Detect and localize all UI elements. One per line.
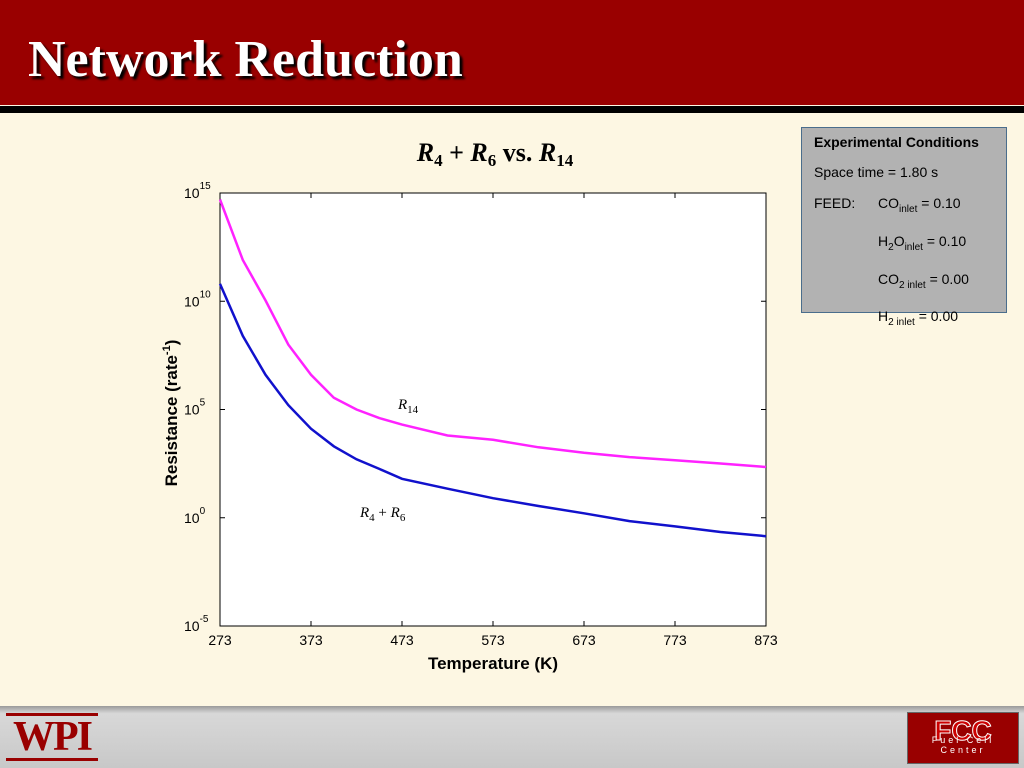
y-label-part: -1 — [161, 345, 173, 355]
fcc-logo: FCC Fuel Cell Center — [907, 712, 1019, 764]
series-label-sub: 14 — [407, 404, 419, 416]
y-tick-label: 1010 — [184, 289, 211, 309]
y-tick-base: 10 — [184, 402, 200, 418]
x-tick-label: 373 — [299, 632, 323, 648]
feed: FEED: COinlet = 0.10 H2Oinlet = 0.10 CO2… — [814, 195, 1006, 346]
feed-row: CO2 inlet = 0.00 — [878, 271, 969, 294]
x-axis-label: Temperature (K) — [428, 654, 558, 673]
x-tick-label: 573 — [481, 632, 505, 648]
x-tick-label: 473 — [390, 632, 414, 648]
header-bar — [0, 0, 1024, 105]
y-axis-label: Resistance (rate-1) — [161, 340, 181, 487]
plot-area — [219, 192, 767, 627]
header-rule — [0, 106, 1024, 113]
series-label-part: R — [397, 397, 407, 413]
y-tick-exponent: 10 — [200, 289, 212, 300]
chart: R4 + R6 vs. R14 Temperature (K) Resistan… — [161, 138, 778, 673]
title-part: 6 — [488, 151, 497, 170]
series-label-part: R — [390, 505, 400, 521]
x-tick-label: 673 — [572, 632, 596, 648]
feed-row: H2 inlet = 0.00 — [878, 308, 969, 331]
series-line — [218, 283, 767, 538]
y-tick-base: 10 — [184, 293, 200, 309]
title-part: R — [416, 138, 434, 167]
y-tick-base: 10 — [184, 510, 200, 526]
series-label: R4 + R6 — [359, 505, 406, 524]
y-tick-exponent: 15 — [200, 181, 212, 192]
x-tick-label: 873 — [754, 632, 778, 648]
t: CO — [878, 270, 899, 287]
slide-title: Network Reduction — [28, 31, 463, 88]
t: H — [878, 308, 889, 325]
wpi-logo: WPI — [6, 713, 98, 761]
sub: 2 inlet — [899, 279, 926, 291]
feed-row: COinlet = 0.10 — [878, 195, 969, 218]
t: O — [893, 232, 905, 249]
series-label-sub: 4 — [369, 512, 375, 524]
sub: inlet — [904, 241, 923, 253]
t: = 0.00 — [914, 308, 959, 325]
title-part: 4 — [434, 151, 443, 170]
sub: inlet — [899, 203, 918, 215]
y-label-part: Resistance (rate — [162, 355, 181, 486]
y-tick-exponent: -5 — [200, 614, 209, 625]
fcc-text: Fuel Cell Center — [931, 735, 995, 755]
y-label-part: ) — [162, 340, 181, 346]
y-tick-label: 1015 — [184, 181, 211, 201]
series-label-part: + — [375, 505, 391, 521]
conditions-heading: Experimental Conditions — [814, 134, 979, 150]
feed-row: H2Oinlet = 0.10 — [878, 233, 969, 256]
y-tick-exponent: 0 — [200, 506, 206, 517]
t: = 0.00 — [925, 270, 969, 287]
t: = 0.10 — [922, 232, 967, 249]
series-label-part: R — [359, 505, 369, 521]
title-part: R — [469, 138, 487, 167]
t: CO — [878, 195, 899, 211]
x-tick-label: 273 — [208, 632, 232, 648]
title-part: vs. — [496, 138, 539, 167]
y-tick-exponent: 5 — [200, 398, 206, 409]
conditions-box: Experimental Conditions Space time = 1.8… — [801, 127, 1007, 328]
y-tick-label: 105 — [184, 398, 206, 418]
y-tick-base: 10 — [184, 185, 200, 201]
space-time: Space time = 1.80 s — [814, 164, 939, 180]
y-tick-label: 100 — [184, 506, 206, 526]
series-label-sub: 6 — [400, 512, 406, 524]
title-part: R — [538, 138, 556, 167]
feed-list: COinlet = 0.10 H2Oinlet = 0.10 CO2 inlet… — [878, 195, 969, 346]
sub: 2 inlet — [888, 317, 915, 329]
series-label: R14 — [397, 397, 419, 416]
fcc-mark: FCC — [934, 715, 993, 746]
sub: 2 — [888, 241, 894, 253]
x-tick-label: 773 — [663, 632, 687, 648]
chart-title: R4 + R6 vs. R14 — [416, 138, 574, 170]
y-tick-base: 10 — [184, 618, 200, 634]
t: H — [878, 232, 889, 249]
title-part: 14 — [556, 151, 574, 170]
title-part: + — [443, 138, 471, 167]
y-tick-label: 10-5 — [184, 614, 209, 634]
feed-label: FEED: — [814, 195, 856, 211]
series-line — [218, 199, 767, 469]
t: = 0.10 — [917, 195, 961, 211]
footer — [0, 706, 1024, 768]
